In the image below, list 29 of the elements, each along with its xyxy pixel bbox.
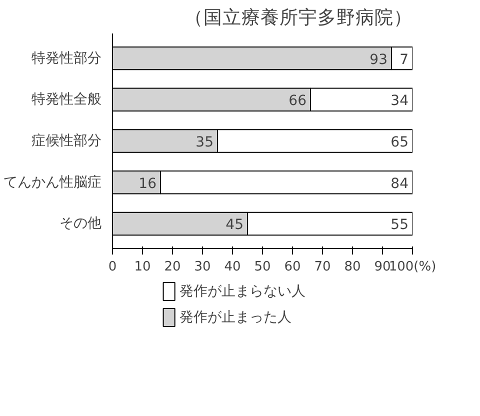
data-label: 16 — [138, 176, 157, 192]
x-tick-label: 100(%) — [388, 260, 436, 274]
data-label: 84 — [390, 176, 409, 192]
x-tick-label: 60 — [284, 260, 301, 274]
x-tick-label: 50 — [254, 260, 271, 274]
x-tick-label: 10 — [134, 260, 151, 274]
x-tick-label: 80 — [344, 260, 361, 274]
legend-label: 発作が止まった人 — [179, 310, 292, 326]
x-tick-label: 90 — [374, 260, 391, 274]
data-label: 45 — [226, 217, 244, 234]
data-label: 66 — [288, 93, 307, 110]
y-tick-label: てんかん性脳症 — [4, 174, 102, 190]
y-tick-label: 症候性部分 — [32, 133, 102, 149]
x-tick-label: 30 — [194, 260, 211, 274]
y-tick-label: 特発性部分 — [32, 50, 102, 66]
x-tick-label: 70 — [314, 260, 331, 274]
data-label: 7 — [400, 52, 409, 68]
chart-title: （国立療養所宇多野病院） — [184, 6, 412, 28]
data-label: 65 — [390, 134, 409, 150]
x-tick-label: 40 — [224, 260, 241, 274]
legend-label: 発作が止まらない人 — [179, 284, 306, 300]
data-label: 34 — [390, 93, 409, 110]
y-tick-label: 特発性全般 — [32, 92, 102, 108]
data-label: 35 — [196, 134, 214, 150]
data-label: 55 — [390, 217, 409, 234]
y-tick-label: その他 — [60, 216, 102, 232]
x-tick-label: 0 — [108, 260, 117, 274]
data-label: 93 — [370, 52, 388, 68]
x-tick-label: 20 — [164, 260, 181, 274]
